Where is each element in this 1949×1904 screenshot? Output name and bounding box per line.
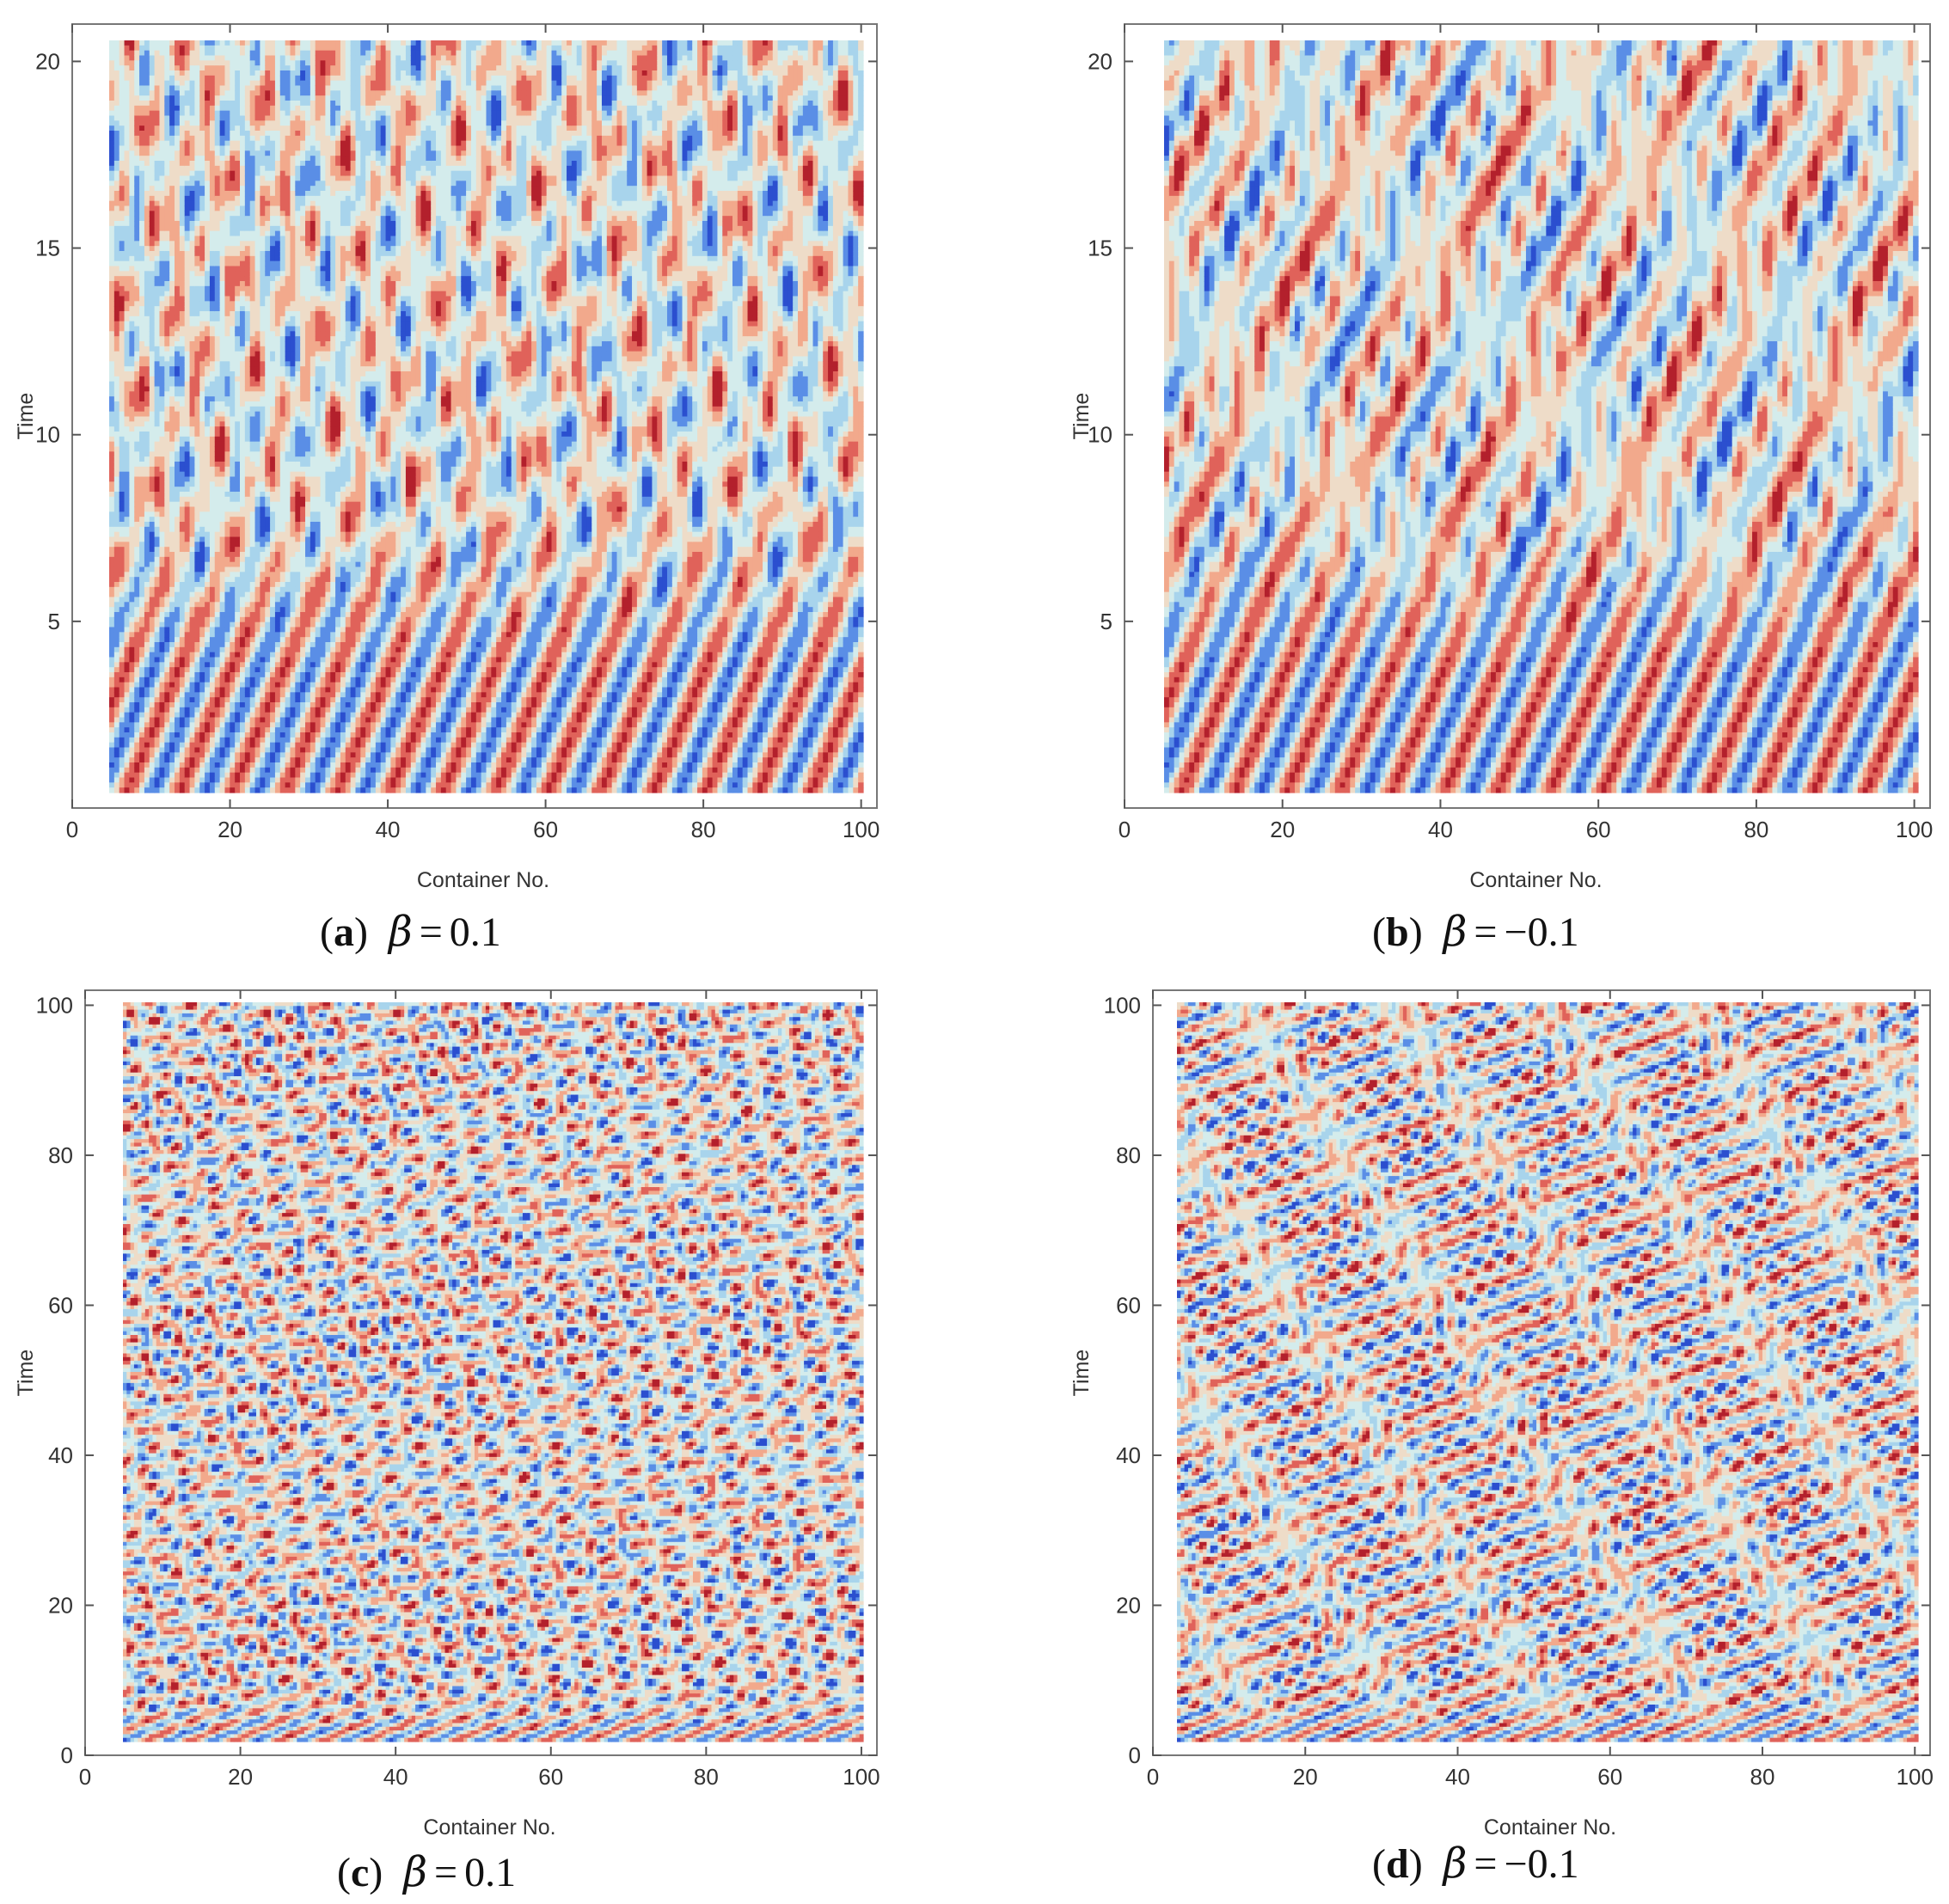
y-axis-label-c: Time	[14, 1350, 38, 1397]
y-tick-label-d-1: 20	[1116, 1592, 1141, 1618]
heatmap-field-a	[109, 40, 864, 793]
panel-c: 0 20 40 60 80 100 0 20 40 60 80 100 Container No. Tim…	[0, 954, 974, 1848]
x-axis-label-b: Container No.	[1469, 868, 1602, 892]
x-tick-label-b-5: 100	[1896, 817, 1933, 842]
y-tick-label-a-0: 5	[48, 609, 60, 634]
y-tick-label-a-2: 15	[35, 236, 60, 261]
y-tick-label-b-2: 15	[1088, 236, 1112, 261]
x-tick-label-b-2: 40	[1428, 817, 1453, 842]
y-tick-label-c-3: 60	[48, 1292, 73, 1318]
x-tick-label-c-1: 20	[228, 1764, 253, 1790]
x-tick-label-b-3: 60	[1586, 817, 1611, 842]
x-tick-label-c-2: 40	[383, 1764, 408, 1790]
x-tick-label-a-5: 100	[843, 817, 880, 842]
caption-a-beta: β	[389, 908, 413, 956]
y-tick-label-a-3: 20	[35, 48, 60, 74]
x-tick-label-a-0: 0	[66, 817, 78, 842]
x-tick-label-b-4: 80	[1744, 817, 1768, 842]
x-tick-label-d-4: 80	[1750, 1764, 1775, 1790]
y-tick-label-d-2: 40	[1116, 1442, 1141, 1468]
y-axis-label-b: Time	[1069, 393, 1094, 440]
panel-b: 0 20 40 60 80 100 5 10 15 20 Container No. Time	[1055, 0, 1949, 946]
caption-c-tag: (c)	[337, 1850, 383, 1895]
caption-a-value: 0.1	[450, 909, 501, 955]
x-tick-label-c-4: 80	[694, 1764, 719, 1790]
x-tick-label-b-1: 20	[1270, 817, 1295, 842]
x-tick-label-a-2: 40	[376, 817, 401, 842]
caption-a: (a) β = 0.1	[320, 908, 501, 956]
x-tick-label-a-1: 20	[218, 817, 242, 842]
y-tick-label-a-1: 10	[35, 422, 60, 448]
caption-c: (c) β = 0.1	[337, 1848, 516, 1896]
y-tick-label-c-4: 80	[48, 1142, 73, 1168]
y-tick-label-c-0: 0	[61, 1742, 73, 1768]
x-tick-label-d-1: 20	[1293, 1764, 1318, 1790]
chart-a: 0 20 40 60 80 100 5 10 15 20 Container No. Time	[0, 0, 974, 946]
caption-d-beta: β	[1443, 1840, 1468, 1888]
x-axis-label-a: Container No.	[417, 868, 549, 892]
x-tick-label-c-3: 60	[538, 1764, 563, 1790]
x-tick-label-a-3: 60	[533, 817, 558, 842]
y-tick-label-d-4: 80	[1116, 1142, 1141, 1168]
caption-c-value: 0.1	[464, 1850, 516, 1895]
heatmap-field-c	[123, 1002, 864, 1742]
x-tick-label-d-0: 0	[1147, 1764, 1159, 1790]
caption-d-value: −0.1	[1505, 1841, 1579, 1887]
y-axis-label-a: Time	[14, 393, 38, 440]
caption-a-tag: (a)	[320, 909, 368, 955]
y-tick-label-c-5: 100	[36, 992, 73, 1018]
heatmap-field-b	[1164, 40, 1919, 793]
caption-d: (d) β = −0.1	[1372, 1840, 1579, 1888]
caption-d-equals: =	[1474, 1841, 1497, 1887]
y-tick-label-c-2: 40	[48, 1442, 73, 1468]
y-tick-label-d-3: 60	[1116, 1292, 1141, 1318]
caption-b-beta: β	[1443, 908, 1468, 956]
chart-c: 0 20 40 60 80 100 0 20 40 60 80 100 Container No. Tim…	[0, 954, 974, 1848]
caption-b-tag: (b)	[1372, 909, 1423, 955]
y-axis-label-d: Time	[1069, 1350, 1094, 1397]
y-tick-label-d-0: 0	[1129, 1742, 1141, 1768]
caption-b-value: −0.1	[1505, 909, 1579, 955]
caption-a-equals: =	[420, 909, 443, 955]
x-axis-label-c: Container No.	[423, 1815, 555, 1840]
chart-d: 0 20 40 60 80 100 0 20 40 60 80 100 Container No. Tim…	[1055, 954, 1949, 1848]
panel-a: 0 20 40 60 80 100 5 10 15 20 Container No. Time	[0, 0, 974, 946]
y-tick-label-b-3: 20	[1088, 48, 1112, 74]
panel-d: 0 20 40 60 80 100 0 20 40 60 80 100 Container No. Tim…	[1055, 954, 1949, 1848]
x-tick-label-c-0: 0	[79, 1764, 91, 1790]
x-tick-label-c-5: 100	[843, 1764, 880, 1790]
x-tick-label-d-3: 60	[1597, 1764, 1622, 1790]
caption-c-beta: β	[403, 1848, 427, 1896]
caption-d-tag: (d)	[1372, 1841, 1423, 1887]
x-tick-label-d-2: 40	[1445, 1764, 1470, 1790]
x-tick-label-d-5: 100	[1897, 1764, 1934, 1790]
x-tick-label-b-0: 0	[1119, 817, 1131, 842]
y-tick-label-d-5: 100	[1104, 992, 1141, 1018]
heatmap-field-d	[1177, 1002, 1919, 1742]
y-tick-label-b-0: 5	[1100, 609, 1112, 634]
caption-b: (b) β = −0.1	[1372, 908, 1579, 956]
caption-c-equals: =	[434, 1850, 457, 1895]
x-tick-label-a-4: 80	[691, 817, 716, 842]
y-tick-label-c-1: 20	[48, 1592, 73, 1618]
caption-b-equals: =	[1474, 909, 1497, 955]
x-axis-label-d: Container No.	[1484, 1815, 1616, 1840]
